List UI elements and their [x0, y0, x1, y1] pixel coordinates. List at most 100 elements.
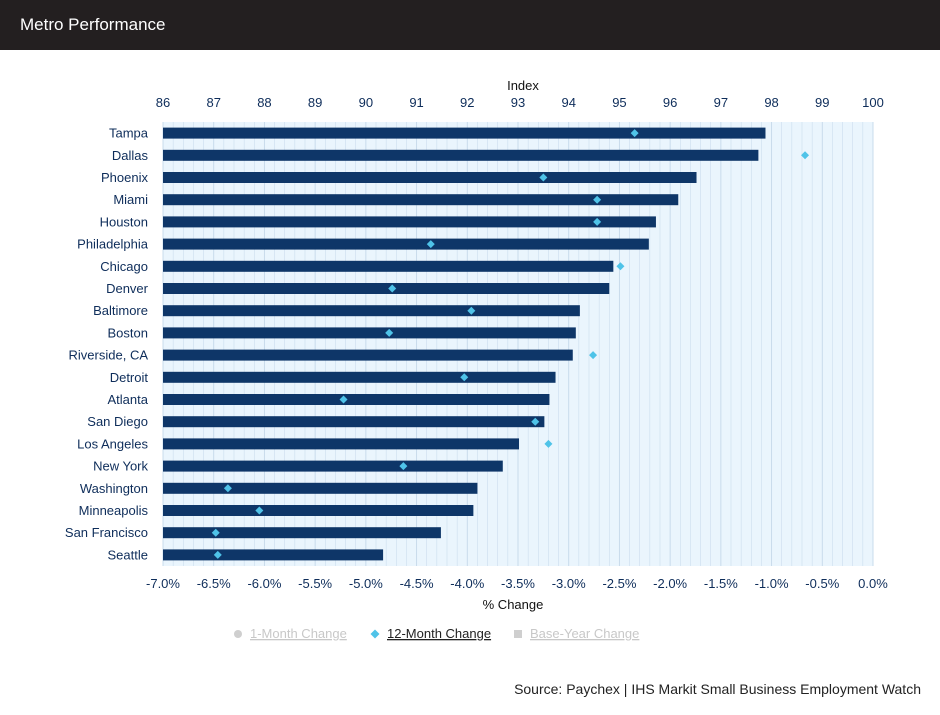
top-tick-label: 90 [359, 95, 373, 110]
top-tick-label: 91 [409, 95, 423, 110]
index-bar [163, 416, 545, 428]
bottom-axis-label: % Change [483, 597, 544, 612]
change-point [255, 506, 264, 515]
index-bar [163, 283, 610, 294]
category-label: Minneapolis [79, 503, 149, 518]
bottom-tick-label: -2.5% [602, 576, 636, 591]
bottom-tick-label: -0.5% [805, 576, 839, 591]
bottom-tick-label: -2.0% [653, 576, 687, 591]
change-point [211, 528, 220, 537]
top-tick-label: 87 [206, 95, 220, 110]
index-bar [163, 238, 649, 250]
category-label: Atlanta [108, 392, 149, 407]
bottom-tick-label: -6.0% [247, 576, 281, 591]
legend-marker-square[interactable] [514, 630, 522, 638]
index-bar [163, 172, 697, 183]
bottom-tick-label: -4.5% [400, 576, 434, 591]
change-point [539, 173, 548, 182]
change-point [223, 484, 232, 493]
change-point [426, 240, 435, 249]
index-bar [163, 260, 614, 272]
category-label: San Francisco [65, 525, 148, 540]
change-point [531, 417, 540, 426]
legend-item-label[interactable]: 12-Month Change [387, 626, 491, 641]
category-label: Houston [100, 214, 148, 229]
top-tick-label: 98 [764, 95, 778, 110]
bottom-tick-label: -3.5% [501, 576, 535, 591]
index-bar [163, 371, 556, 383]
index-bar [163, 305, 580, 317]
change-point [630, 129, 639, 138]
change-point [593, 217, 602, 226]
index-bar [163, 482, 478, 494]
bottom-tick-label: -6.5% [197, 576, 231, 591]
category-label: Riverside, CA [69, 348, 149, 363]
legend-marker-circle[interactable] [234, 630, 242, 638]
category-label: Dallas [112, 148, 149, 163]
change-point [467, 306, 476, 315]
index-bar [163, 505, 474, 516]
change-point [213, 550, 222, 559]
category-label: Seattle [108, 547, 148, 562]
page-title: Metro Performance [20, 15, 166, 34]
index-bar [163, 460, 503, 472]
category-label: Baltimore [93, 303, 148, 318]
change-point [388, 284, 397, 293]
category-label: Los Angeles [77, 436, 148, 451]
index-bar [163, 549, 384, 561]
category-label: Tampa [109, 126, 149, 141]
bottom-tick-label: -5.5% [298, 576, 332, 591]
top-tick-label: 93 [511, 95, 525, 110]
category-label: Denver [106, 281, 149, 296]
top-tick-label: 99 [815, 95, 829, 110]
legend-marker-diamond[interactable] [370, 629, 380, 639]
index-bar [163, 438, 520, 450]
top-tick-label: 95 [612, 95, 626, 110]
index-bar [163, 327, 576, 339]
change-point [544, 439, 553, 448]
legend-item-label[interactable]: Base-Year Change [530, 626, 639, 641]
top-axis-label: Index [507, 78, 539, 93]
legend-item-label[interactable]: 1-Month Change [250, 626, 347, 641]
category-label: San Diego [87, 414, 148, 429]
source-note: Source: Paychex | IHS Markit Small Busin… [514, 681, 921, 697]
bottom-tick-label: -3.0% [552, 576, 586, 591]
top-tick-label: 94 [561, 95, 575, 110]
metro-performance-chart: Index 86 87 88 89 90 91 92 93 94 95 96 97 98 99 100 -7.0… [65, 78, 888, 641]
index-bar [163, 194, 679, 206]
category-label: New York [93, 459, 148, 474]
index-bar [163, 216, 656, 228]
change-point [385, 328, 394, 337]
index-bar [163, 349, 573, 361]
category-label: Philadelphia [77, 237, 149, 252]
change-point [339, 395, 348, 404]
category-label: Phoenix [101, 170, 148, 185]
bottom-tick-label: -5.0% [349, 576, 383, 591]
bottom-tick-label: -1.5% [704, 576, 738, 591]
top-tick-label: 88 [257, 95, 271, 110]
category-label: Boston [108, 325, 148, 340]
category-label: Miami [113, 192, 148, 207]
top-tick-label: 86 [156, 95, 170, 110]
change-point [593, 195, 602, 204]
top-tick-label: 100 [862, 95, 884, 110]
index-bar [163, 394, 550, 405]
change-point [589, 351, 598, 360]
category-label: Washington [80, 481, 148, 496]
bottom-tick-label: -7.0% [146, 576, 180, 591]
top-tick-label: 97 [714, 95, 728, 110]
category-label: Detroit [110, 370, 149, 385]
bottom-tick-label: -4.0% [450, 576, 484, 591]
index-bar [163, 149, 759, 161]
index-bar [163, 527, 441, 539]
top-tick-label: 96 [663, 95, 677, 110]
category-label: Chicago [100, 259, 148, 274]
bottom-tick-label: -1.0% [755, 576, 789, 591]
page-header: Metro Performance [0, 0, 940, 50]
change-point [399, 462, 408, 471]
change-point [460, 373, 469, 382]
change-point [801, 151, 810, 160]
change-point [616, 262, 625, 271]
bottom-tick-label: 0.0% [858, 576, 888, 591]
top-tick-label: 89 [308, 95, 322, 110]
